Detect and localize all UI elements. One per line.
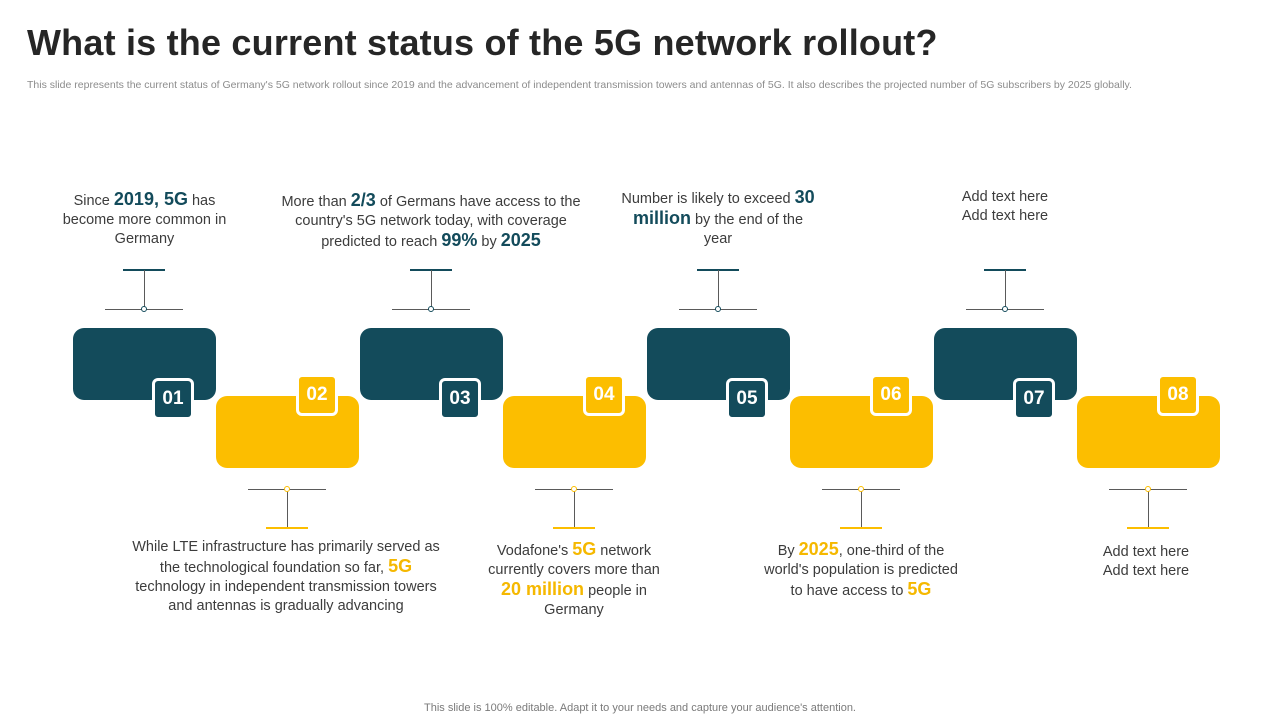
step-08-text-line: Add text here [1102,563,1190,579]
step-06-text: By 2025, one-third of the world's popula… [764,539,958,600]
step-08-connector-dot [1145,486,1151,492]
step-01-number: 01 [152,378,194,420]
step-03-number: 03 [439,378,481,420]
step-07-stem [1005,270,1006,309]
step-08-number: 08 [1157,374,1199,416]
slide-description: This slide represents the current status… [27,79,1132,91]
step-02-number: 02 [296,374,338,416]
step-05-connector-dot [715,306,721,312]
step-04-text: Vodafone's 5G network currently covers m… [488,539,660,619]
step-08-cap-line [1127,527,1169,529]
step-03-stem [431,270,432,309]
step-01-stem [144,270,145,309]
step-01-box [73,328,216,400]
step-04-stem [574,490,575,528]
step-05-box [647,328,790,400]
step-02-stem [287,490,288,528]
step-03-text: More than 2/3 of Germans have access to … [281,190,581,251]
step-07-text-line: Add text here [961,189,1049,205]
step-07-connector-dot [1002,306,1008,312]
page-title: What is the current status of the 5G net… [27,22,938,63]
step-04-connector-dot [571,486,577,492]
step-08-text-line: Add text here [1102,544,1190,560]
step-07-text-line: Add text here [961,208,1049,224]
step-07-text: Add text here Add text here [920,188,1090,226]
step-01-connector-dot [141,306,147,312]
step-01-text: Since 2019, 5G has become more common in… [62,189,227,248]
step-08-text: Add text here Add text here [1061,543,1231,581]
step-07-number: 07 [1013,378,1055,420]
step-06-connector-dot [858,486,864,492]
step-05-number: 05 [726,378,768,420]
step-04-cap-line [553,527,595,529]
step-07-box [934,328,1077,400]
step-04-number: 04 [583,374,625,416]
step-06-number: 06 [870,374,912,416]
step-02-connector-dot [284,486,290,492]
step-06-cap-line [840,527,882,529]
step-02-cap-line [266,527,308,529]
step-05-stem [718,270,719,309]
step-08-stem [1148,490,1149,528]
footer-note: This slide is 100% editable. Adapt it to… [424,702,856,714]
step-05-text: Number is likely to exceed 30 million by… [621,187,815,248]
step-02-text: While LTE infrastructure has primarily s… [132,539,440,614]
step-06-stem [861,490,862,528]
step-03-box [360,328,503,400]
step-03-connector-dot [428,306,434,312]
